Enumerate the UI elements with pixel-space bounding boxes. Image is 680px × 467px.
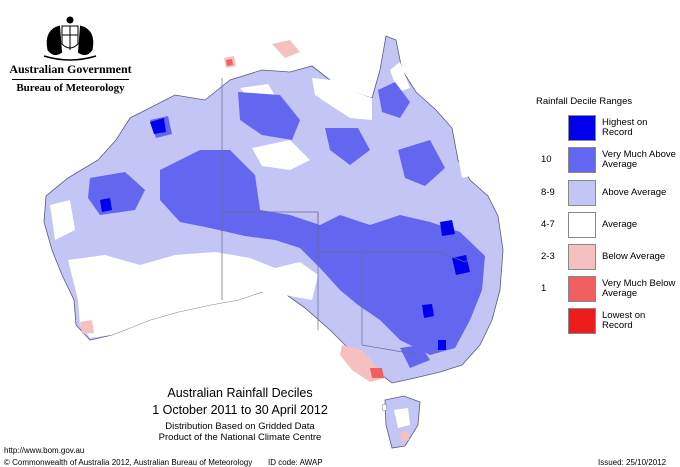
legend-swatch <box>568 276 596 302</box>
legend-category-label: Below Average <box>602 250 666 262</box>
state-borders <box>221 78 471 356</box>
legend-row: Lowest on Record <box>536 308 676 334</box>
footer-copyright: © Commonwealth of Australia 2012, Austra… <box>4 458 253 467</box>
footer-id-code: ID code: AWAP <box>268 458 323 467</box>
legend-category-label: Lowest on Record <box>602 309 646 331</box>
legend-row: 1 Very Much Below Average <box>536 276 676 302</box>
map-subtitle-product: Product of the National Climate Centre <box>158 432 322 443</box>
legend-category-label: Above Average <box>602 186 667 198</box>
coat-of-arms-icon <box>43 16 97 61</box>
footer-issued: Issued: 25/10/2012 <box>598 458 667 467</box>
header-divider <box>12 79 129 80</box>
map-subtitle-distribution: Distribution Based on Gridded Data <box>165 421 315 432</box>
legend-swatch <box>568 180 596 206</box>
legend-decile-range: 2-3 <box>541 251 555 262</box>
legend-row: 2-3 Below Average <box>536 244 676 270</box>
legend-decile-range: 8-9 <box>541 187 555 198</box>
very-much-below-average-spots <box>226 59 384 378</box>
average-regions <box>50 62 475 338</box>
legend-title: Rainfall Decile Ranges <box>536 96 633 107</box>
legend-swatch <box>568 147 596 173</box>
legend-row: Highest on Record <box>536 115 676 141</box>
legend-row: 4-7 Average <box>536 212 676 238</box>
government-header: Australian Government Bureau of Meteorol… <box>8 60 133 94</box>
legend-swatch <box>568 308 596 334</box>
bureau-title: Bureau of Meteorology <box>16 82 125 94</box>
legend-swatch <box>568 115 596 141</box>
legend-category-label: Highest on Record <box>602 116 648 138</box>
legend-row: 8-9 Above Average <box>536 180 676 206</box>
legend-decile-range: 4-7 <box>541 219 555 230</box>
legend-decile-range: 1 <box>541 283 547 294</box>
legend-category-label: Average <box>602 218 638 230</box>
map-date-range: 1 October 2011 to 30 April 2012 <box>152 403 328 417</box>
map-title-block: Australian Rainfall Deciles 1 October 20… <box>120 386 360 443</box>
legend-swatch <box>568 244 596 270</box>
legend-category-label: Very Much Below Average <box>602 277 676 299</box>
legend-category-label: Very Much Above Average <box>602 148 676 170</box>
government-title: Australian Government <box>9 62 132 76</box>
legend-swatch <box>568 212 596 238</box>
footer-url[interactable]: http://www.bom.gov.au <box>4 446 85 455</box>
legend-row: 10 Very Much Above Average <box>536 147 676 173</box>
highest-on-record-spots <box>100 118 470 350</box>
map-title: Australian Rainfall Deciles <box>167 386 313 400</box>
legend-decile-range: 10 <box>541 154 552 165</box>
